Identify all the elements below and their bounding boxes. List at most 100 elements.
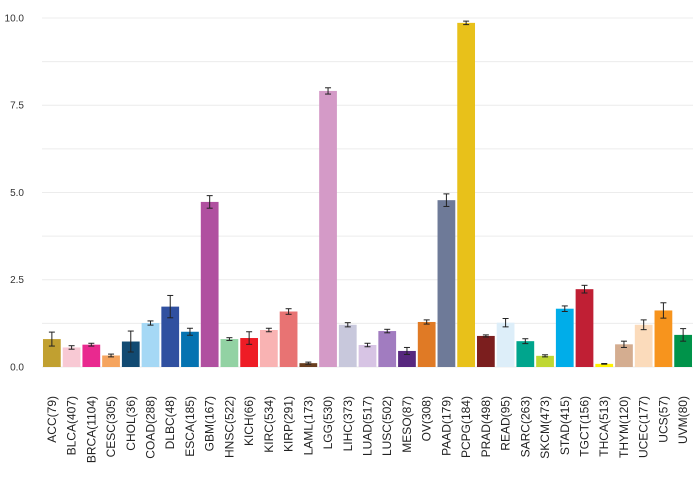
bar: [82, 344, 101, 367]
error-bar: [88, 342, 95, 347]
x-tick-label: SARC(263): [518, 396, 532, 457]
x-tick-label: KICH(66): [242, 396, 256, 446]
error-bar: [403, 346, 410, 355]
bar: [575, 289, 594, 367]
error-bar: [581, 284, 588, 294]
error-bar: [443, 193, 450, 207]
error-bar: [48, 331, 55, 347]
bar: [259, 330, 278, 367]
bar: [338, 324, 357, 367]
bar: [457, 22, 476, 367]
x-tick-label: THCA(513): [597, 396, 611, 457]
bar: [595, 363, 614, 367]
error-bar: [423, 319, 430, 325]
x-tick-label: LUSC(502): [380, 396, 394, 456]
bar: [378, 331, 397, 367]
x-tick-label: PCPG(184): [459, 396, 473, 458]
x-tick-label: ACC(79): [45, 396, 59, 443]
bar: [417, 321, 436, 367]
bar: [141, 323, 160, 367]
error-bar: [305, 361, 312, 365]
bar: [62, 347, 81, 367]
x-tick-label: UVM(80): [676, 396, 690, 444]
error-bar: [167, 294, 174, 319]
x-tick-label: PAAD(179): [439, 396, 453, 456]
bar: [555, 308, 574, 367]
x-tick-label: PRAD(498): [479, 396, 493, 457]
bars: [42, 22, 693, 368]
bar: [398, 350, 416, 367]
bar: [200, 201, 219, 367]
error-bar: [325, 87, 332, 95]
bar: [319, 90, 337, 368]
error-bar: [561, 305, 568, 313]
x-tick-label: LGG(530): [321, 396, 335, 449]
x-tick-label: UCEC(177): [637, 396, 651, 458]
x-tick-label: BRCA(1104): [84, 396, 98, 463]
error-bar: [601, 363, 608, 365]
error-bar: [522, 338, 529, 345]
error-bar: [680, 328, 687, 342]
x-tick-label: MESO(87): [400, 396, 414, 453]
error-bar: [660, 302, 667, 319]
x-tick-label: CESC(305): [104, 396, 118, 457]
error-bar: [265, 327, 272, 333]
x-tick-label: THYM(120): [617, 396, 631, 458]
y-tick-label: 10.0: [5, 13, 25, 24]
bar: [121, 341, 140, 367]
x-tick-label: COAD(288): [144, 396, 158, 459]
error-bar: [186, 327, 193, 336]
x-tick-label: LUAD(517): [361, 396, 375, 456]
x-tick-label: STAD(415): [558, 396, 572, 455]
bar: [161, 306, 180, 367]
error-bar: [542, 354, 549, 358]
x-tick-label: OV(308): [420, 396, 434, 441]
bar: [279, 311, 298, 367]
bar: [437, 200, 456, 367]
error-bar: [226, 337, 233, 341]
y-tick-label: 5.0: [10, 188, 24, 199]
error-bar: [108, 353, 115, 358]
x-tick-label: HNSC(522): [222, 396, 236, 458]
bar: [220, 339, 239, 367]
x-tick-label: UCS(57): [656, 396, 670, 443]
bar: [299, 363, 318, 367]
error-bar: [147, 320, 154, 326]
error-bar: [463, 20, 470, 26]
x-tick-label: KIRP(291): [282, 396, 296, 452]
y-axis: 0.0 2.5 5.0 7.5 10.0: [5, 13, 25, 373]
error-bar: [364, 342, 371, 348]
bar: [615, 344, 633, 367]
error-bars: [48, 20, 687, 365]
x-tick-label: TGCT(156): [578, 396, 592, 457]
bar: [634, 324, 653, 367]
x-tick-label: SKCM(473): [538, 396, 552, 459]
error-bar: [502, 317, 509, 328]
bar: [654, 310, 673, 367]
bar: [674, 334, 693, 367]
x-tick-label: GBM(167): [203, 396, 217, 451]
bar: [42, 339, 61, 367]
x-tick-label: DLBC(48): [163, 396, 177, 449]
x-tick-label: CHOL(36): [124, 396, 138, 451]
error-bar: [68, 345, 75, 350]
x-tick-label: BLCA(407): [65, 396, 79, 455]
error-bar: [246, 331, 253, 345]
bar: [516, 341, 535, 367]
x-tick-label: ESCA(185): [183, 396, 197, 457]
y-tick-label: 7.5: [10, 101, 24, 112]
x-tick-label: READ(95): [499, 396, 513, 451]
x-tick-label: KIRC(534): [262, 396, 276, 453]
bar: [181, 331, 199, 367]
bar: [496, 322, 515, 367]
bar: [476, 335, 495, 367]
error-bar: [620, 340, 627, 348]
x-tick-label: LAML(173): [301, 396, 315, 455]
grid-layer: [42, 17, 693, 368]
x-axis: ACC(79) BLCA(407) BRCA(1104) CESC(305) CHOL(…: [45, 396, 690, 463]
x-tick-label: LIHC(373): [341, 396, 355, 451]
error-bar: [482, 334, 489, 338]
error-bar: [285, 308, 292, 315]
